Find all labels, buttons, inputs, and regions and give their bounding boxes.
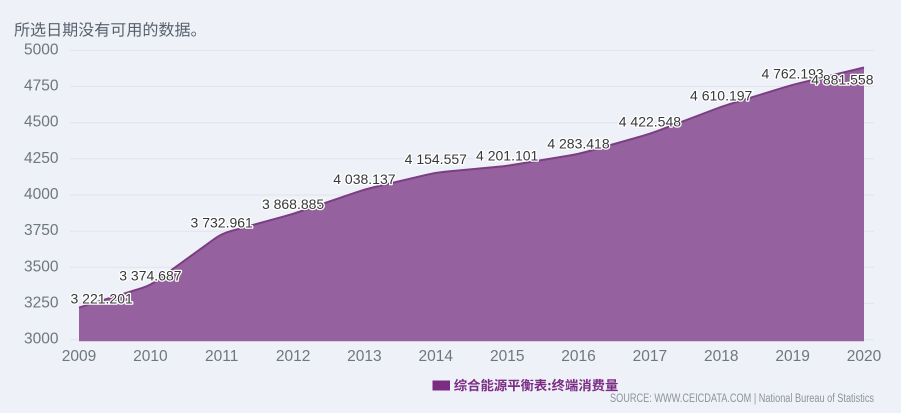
svg-text:2016: 2016 <box>561 348 595 365</box>
svg-text:4 201.101: 4 201.101 <box>476 147 538 163</box>
svg-text:3750: 3750 <box>24 222 59 239</box>
svg-text:4 154.557: 4 154.557 <box>405 151 467 167</box>
svg-text:2018: 2018 <box>704 348 738 365</box>
svg-text:3500: 3500 <box>24 258 59 275</box>
svg-text:2013: 2013 <box>347 348 381 365</box>
svg-text:5000: 5000 <box>24 41 59 58</box>
svg-text:3 868.885: 3 868.885 <box>262 196 324 212</box>
svg-text:4750: 4750 <box>24 78 59 95</box>
svg-text:2019: 2019 <box>775 348 809 365</box>
svg-text:2012: 2012 <box>276 348 310 365</box>
svg-text:2010: 2010 <box>133 348 168 365</box>
svg-text:4000: 4000 <box>24 186 59 203</box>
svg-text:2017: 2017 <box>633 348 667 365</box>
svg-text:3 732.961: 3 732.961 <box>191 215 253 231</box>
svg-text:4500: 4500 <box>24 114 59 131</box>
svg-text:3 221.201: 3 221.201 <box>71 291 133 307</box>
svg-text:2009: 2009 <box>62 348 96 365</box>
svg-text:2014: 2014 <box>419 348 454 365</box>
svg-text:2011: 2011 <box>205 348 238 365</box>
svg-text:2015: 2015 <box>490 348 524 365</box>
svg-text:4 881.558: 4 881.558 <box>811 72 873 88</box>
svg-text:3250: 3250 <box>24 294 59 311</box>
svg-text:4 762.193: 4 762.193 <box>761 66 823 82</box>
svg-text:4 422.548: 4 422.548 <box>619 113 681 129</box>
svg-text:4 283.418: 4 283.418 <box>547 135 609 151</box>
svg-text:SOURCE: WWW.CEICDATA.COM | Nat: SOURCE: WWW.CEICDATA.COM | National Bure… <box>610 393 874 405</box>
svg-text:2020: 2020 <box>847 348 882 365</box>
svg-text:4 610.197: 4 610.197 <box>690 87 752 103</box>
svg-text:3 374.687: 3 374.687 <box>119 268 181 284</box>
svg-text:3000: 3000 <box>24 331 59 348</box>
svg-text:4 038.137: 4 038.137 <box>333 171 395 187</box>
svg-text:4250: 4250 <box>24 150 59 167</box>
